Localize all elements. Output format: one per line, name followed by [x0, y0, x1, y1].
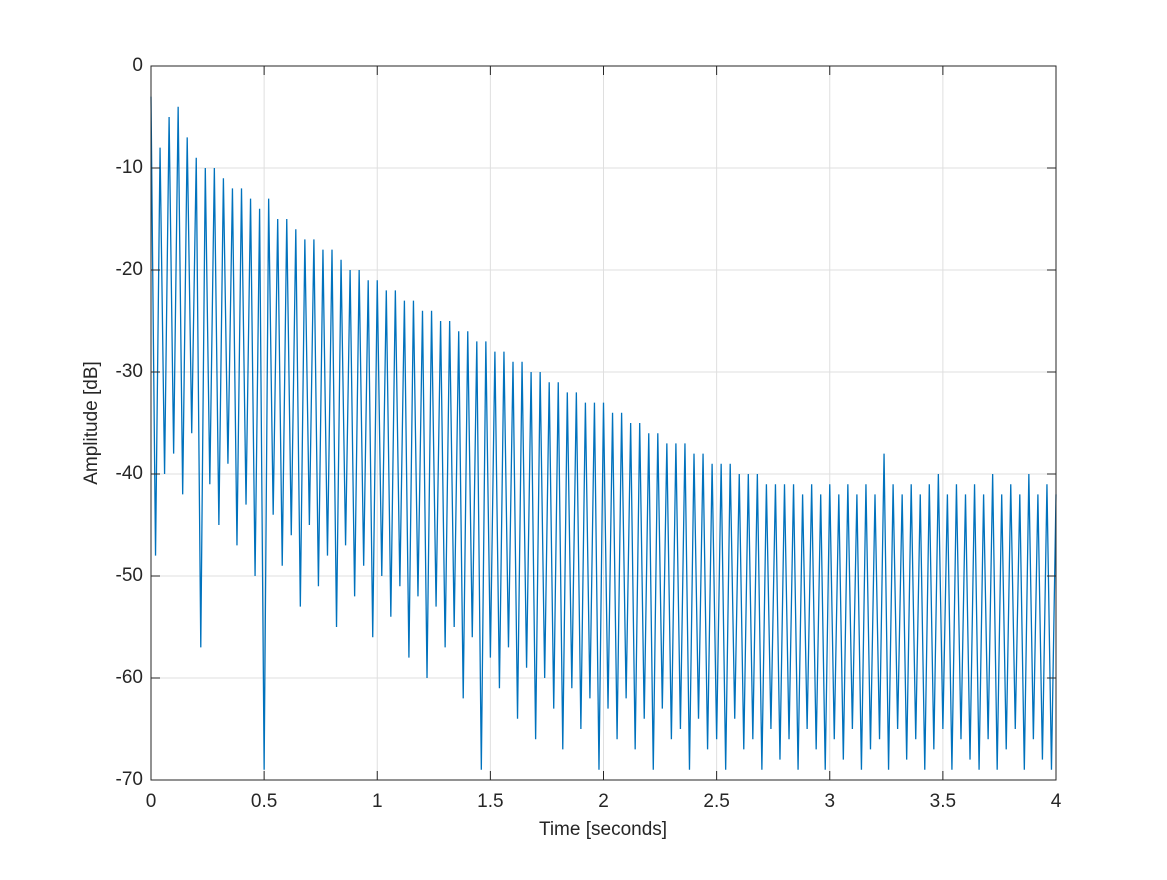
y-axis-label: Amplitude [dB]: [81, 361, 102, 485]
x-axis-label: Time [seconds]: [539, 819, 667, 840]
y-tick-label: -50: [116, 565, 143, 586]
x-tick-label: 3.5: [930, 791, 956, 812]
y-tick-label: -70: [116, 769, 143, 790]
y-tick-label: -40: [116, 463, 143, 484]
x-tick-label: 3: [824, 791, 835, 812]
x-tick-label: 1: [372, 791, 383, 812]
signal-line: [150, 96, 1057, 770]
y-tick-label: -60: [116, 667, 143, 688]
ticks: 0 0.5 1 1.5 2 2.5 3 3.5 4 -70 -60 -50 -40 -30 -20 -10 0: [116, 55, 1062, 812]
x-tick-label: 2: [598, 791, 609, 812]
x-tick-label: 0.5: [251, 791, 277, 812]
x-tick-label: 2.5: [703, 791, 729, 812]
y-tick-label: -30: [116, 361, 143, 382]
y-tick-label: -20: [116, 259, 143, 280]
x-tick-label: 0: [146, 791, 157, 812]
x-tick-label: 4: [1051, 791, 1062, 812]
plot-area: [150, 96, 1057, 770]
x-tick-label: 1.5: [477, 791, 503, 812]
y-tick-label: -10: [116, 157, 143, 178]
y-tick-label: 0: [132, 55, 143, 76]
